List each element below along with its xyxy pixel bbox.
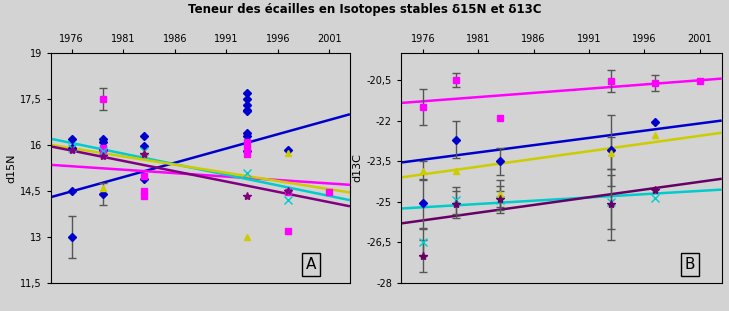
Y-axis label: d15N: d15N <box>6 153 16 183</box>
Y-axis label: d13C: d13C <box>353 154 362 182</box>
Text: A: A <box>306 257 316 272</box>
Text: Teneur des écailles en Isotopes stables δ15N et δ13C: Teneur des écailles en Isotopes stables … <box>188 3 541 16</box>
Text: B: B <box>685 257 695 272</box>
